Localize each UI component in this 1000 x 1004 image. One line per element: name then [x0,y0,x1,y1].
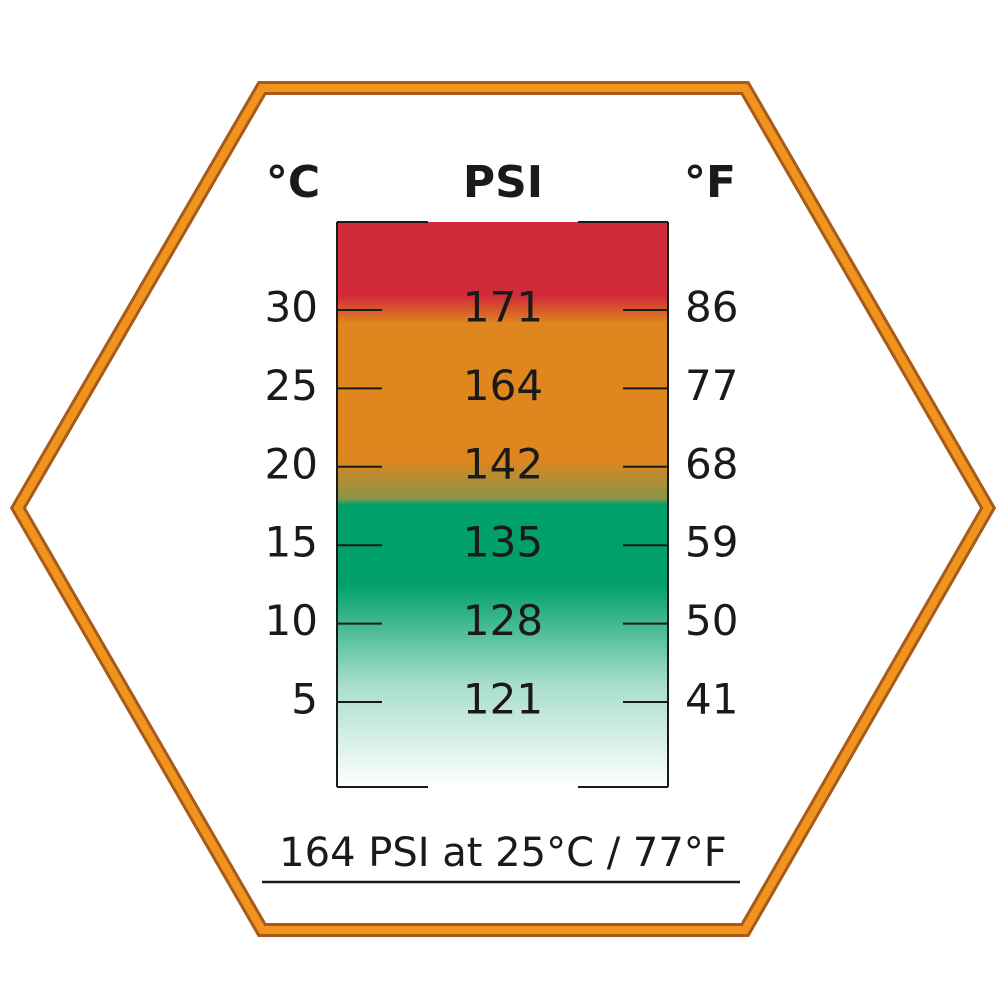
fahrenheit-label: 41 [685,675,738,724]
celsius-label: 30 [265,283,318,332]
celsius-label: 20 [265,439,318,488]
header-celsius: °C [266,157,320,208]
scale-frame [336,221,669,788]
fahrenheit-label: 50 [685,596,738,645]
psi-label: 135 [463,518,543,567]
celsius-label: 10 [265,596,318,645]
scale-bar [337,222,668,787]
footer-text: 164 PSI at 25°C / 77°F [279,830,727,876]
fahrenheit-label: 59 [685,518,738,567]
celsius-label: 15 [265,518,318,567]
psi-label: 142 [463,439,543,488]
celsius-label: 5 [291,675,318,724]
header-fahrenheit: °F [684,157,736,208]
rows: 30 171 86 25 164 77 20 142 68 15 135 59 10 128 50 5 121 4… [265,283,739,724]
celsius-label: 25 [265,361,318,410]
psi-label: 128 [463,596,543,645]
fahrenheit-label: 86 [685,283,738,332]
header-psi: PSI [463,157,543,208]
psi-label: 164 [463,361,543,410]
hexagon-inner [13,84,993,934]
fahrenheit-label: 68 [685,439,738,488]
psi-label: 171 [463,283,543,332]
fahrenheit-label: 77 [685,361,738,410]
psi-label: 121 [463,675,543,724]
